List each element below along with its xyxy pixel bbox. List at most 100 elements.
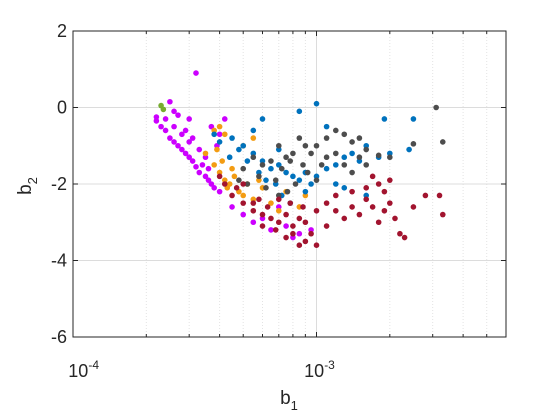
scatter-point [211,131,217,138]
x-tick-label-exponent: -3 [324,358,335,372]
scatter-point [313,207,320,214]
scatter-point [240,192,247,199]
scatter-point [259,215,266,222]
scatter-point [167,135,173,141]
scatter-point [287,158,294,164]
scatter-point [349,150,355,157]
scatter-point [186,154,192,161]
scatter-point [302,142,309,149]
scatter-point [244,158,251,164]
scatter-point [211,127,217,134]
scatter-point [162,116,169,122]
scatter-point [300,204,306,210]
scatter-point [186,139,192,145]
scatter-point [422,192,429,199]
data-points [153,70,446,248]
scatter-point [308,181,314,187]
scatter-point [229,192,235,199]
scatter-point [287,200,294,206]
x-tick-label-exponent: -4 [88,358,99,372]
scatter-point [363,196,370,203]
scatter-point [392,215,398,222]
scatter-point [216,123,223,130]
scatter-point [158,123,164,130]
scatter-point [341,131,348,138]
scatter-point [211,185,217,191]
scatter-point [189,135,196,141]
y-tick-label-4: -6 [51,327,67,347]
scatter-point [284,188,291,195]
scatter-point [323,200,330,206]
scatter-point [436,192,443,199]
scatter-point [229,135,235,141]
scatter-point [202,150,209,157]
scatter-point [205,177,212,183]
scatter-point [323,135,330,141]
y-tick-label-2: -2 [51,174,67,194]
scatter-point [292,181,299,187]
scatter-point [216,131,223,138]
scatter-point [375,152,382,159]
scatter-point [240,165,247,172]
scatter-point [290,234,296,241]
scatter-point [323,165,330,172]
scatter-point [229,204,235,210]
scatter-point [308,150,314,157]
scatter-point [406,146,412,153]
scatter-point [275,192,282,199]
scatter-point [272,227,279,233]
scatter-point [250,135,257,141]
scatter-point [323,223,330,229]
scatter-point [250,207,257,214]
scatter-point [275,219,282,226]
scatter-point [268,158,274,164]
scatter-point [250,200,257,206]
scatter-point [275,196,282,203]
scatter-point [259,116,266,122]
scatter-point [216,188,223,195]
scatter-point [272,177,279,183]
scatter-point [250,196,257,203]
scatter-point [356,211,363,218]
scatter-point [283,154,289,161]
scatter-point [410,116,417,122]
scatter-point [171,123,177,130]
scatter-point [296,177,303,183]
scatter-point [250,219,257,226]
scatter-point [439,211,446,218]
scatter-point [387,200,393,206]
scatter-point [268,227,274,233]
scatter-point [240,200,247,206]
scatter-point [290,230,296,237]
scatter-point [302,238,309,245]
scatter-point [259,158,266,164]
scatter-point [219,158,226,164]
scatter-point [375,181,382,187]
scatter-point [290,150,296,157]
scatter-point [263,177,269,183]
scatter-point [259,211,266,218]
scatter-point [341,162,348,168]
scatter-point [233,185,240,191]
x-axis-label-subscript: 1 [291,398,298,413]
scatter-point [179,146,185,153]
scatter-point [216,173,223,180]
scatter-point [211,162,217,168]
scatter-point [275,162,282,168]
scatter-point [216,139,223,145]
scatter-point [304,169,311,176]
scatter-point [369,173,376,180]
scatter-point [332,162,339,168]
scatter-point [208,181,215,187]
y-axis-label-subscript: 2 [25,177,40,184]
scatter-point [283,169,289,176]
scatter-point [202,173,209,180]
scatter-point [263,185,269,191]
x-tick-label-0: 10-4 [68,358,99,381]
scatter-point [356,135,363,141]
scatter-point [397,230,403,237]
scatter-point [401,234,408,241]
scatter-point [323,154,330,161]
scatter-point [236,177,242,183]
